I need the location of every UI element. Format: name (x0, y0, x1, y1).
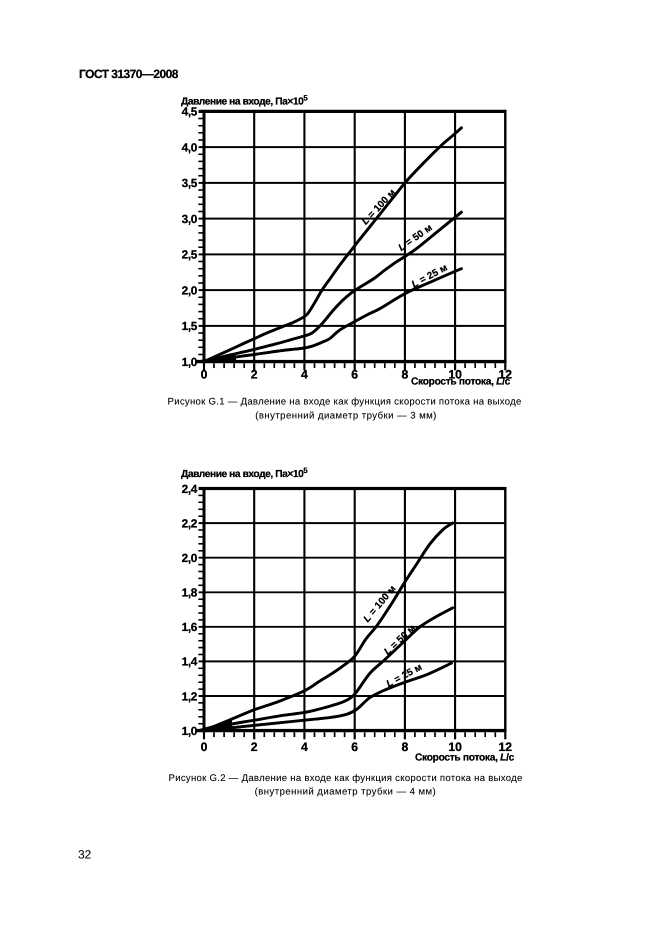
svg-text:12: 12 (499, 368, 513, 382)
svg-text:(внутренний диаметр трубки — 3: (внутренний диаметр трубки — 3 мм) (255, 410, 437, 421)
svg-text:4: 4 (301, 368, 308, 382)
svg-text:Скорость потока, L/с: Скорость потока, L/с (411, 377, 511, 388)
svg-text:Давление на входе, Па×105: Давление на входе, Па×105 (181, 93, 308, 107)
svg-text:32: 32 (78, 848, 92, 862)
svg-text:6: 6 (351, 368, 358, 382)
svg-text:2,0: 2,0 (182, 551, 198, 565)
svg-text:12: 12 (499, 740, 513, 754)
svg-text:2,2: 2,2 (182, 516, 198, 530)
svg-text:0: 0 (201, 740, 208, 754)
svg-text:1,8: 1,8 (182, 586, 198, 600)
svg-text:2,0: 2,0 (182, 283, 198, 297)
svg-text:3,0: 3,0 (182, 212, 198, 226)
svg-text:2,5: 2,5 (182, 248, 198, 262)
svg-text:1,6: 1,6 (182, 620, 198, 634)
svg-text:0: 0 (201, 368, 208, 382)
svg-text:2: 2 (251, 740, 258, 754)
svg-text:(внутренний диаметр трубки — 4: (внутренний диаметр трубки — 4 мм) (255, 787, 437, 798)
svg-text:4: 4 (301, 740, 308, 754)
svg-text:8: 8 (402, 368, 409, 382)
svg-text:2,4: 2,4 (182, 482, 198, 496)
svg-text:1,0: 1,0 (182, 724, 198, 738)
svg-text:3,5: 3,5 (182, 176, 198, 190)
svg-text:2: 2 (251, 368, 258, 382)
svg-text:1,5: 1,5 (182, 319, 198, 333)
svg-text:8: 8 (402, 740, 409, 754)
svg-text:1,4: 1,4 (182, 655, 198, 669)
svg-text:Давление на входе, Па×105: Давление на входе, Па×105 (181, 466, 308, 480)
svg-text:1,2: 1,2 (182, 689, 198, 703)
svg-text:4,0: 4,0 (182, 140, 198, 154)
svg-text:10: 10 (448, 368, 462, 382)
svg-text:ГОСТ 31370—2008: ГОСТ 31370—2008 (79, 67, 179, 81)
svg-text:10: 10 (448, 740, 462, 754)
svg-text:4,5: 4,5 (182, 105, 198, 119)
svg-text:Рисунок G.2 — Давление на вход: Рисунок G.2 — Давление на входе как функ… (169, 773, 523, 784)
svg-text:6: 6 (351, 740, 358, 754)
svg-text:Скорость потока, L/с: Скорость потока, L/с (415, 753, 515, 764)
svg-text:1,0: 1,0 (182, 355, 198, 369)
svg-text:Рисунок G.1 — Давление на вход: Рисунок G.1 — Давление на входе как функ… (168, 397, 522, 408)
